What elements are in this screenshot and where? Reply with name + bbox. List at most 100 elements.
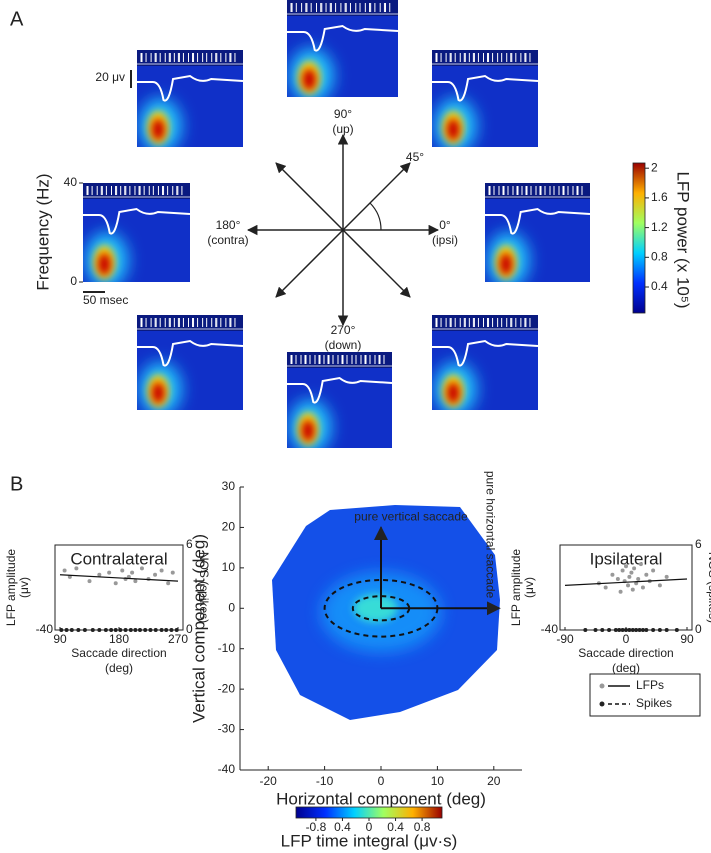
spike-point bbox=[103, 628, 108, 632]
spike-point bbox=[617, 628, 622, 632]
spike-point bbox=[164, 628, 169, 632]
angle-arc bbox=[369, 202, 382, 231]
lfp-point bbox=[159, 568, 164, 573]
spike-point bbox=[613, 628, 618, 632]
spike-point bbox=[109, 628, 114, 632]
freq-tick-label: 0 bbox=[70, 274, 77, 288]
spectrogram bbox=[137, 50, 243, 147]
direction-label: (ipsi) bbox=[432, 233, 458, 247]
spike-point bbox=[627, 628, 632, 632]
spike-point bbox=[159, 628, 164, 632]
colorbar-tick-label: 0.8 bbox=[651, 249, 668, 263]
spike-point bbox=[600, 628, 605, 632]
y-axis-title: LFP amplitude bbox=[509, 549, 523, 626]
direction-angle: 180° bbox=[216, 218, 241, 232]
lfp-point bbox=[664, 574, 669, 579]
spike-point bbox=[607, 628, 612, 632]
lfp-point bbox=[640, 585, 645, 590]
y-tick-label: -20 bbox=[218, 681, 236, 695]
x-axis-title: Saccade direction bbox=[578, 646, 673, 660]
power-blob bbox=[446, 118, 460, 141]
lfp-point bbox=[620, 568, 625, 573]
y-tick-label: 30 bbox=[222, 479, 236, 493]
direction-arrow bbox=[275, 229, 344, 298]
lfp-point bbox=[139, 566, 144, 571]
lfp-point bbox=[627, 574, 632, 579]
x-tick-label: 90 bbox=[53, 632, 67, 646]
lfp-point bbox=[630, 587, 635, 592]
spike-point bbox=[133, 628, 138, 632]
lfp-point bbox=[624, 564, 628, 569]
spike-point bbox=[640, 628, 645, 632]
y-tick-label: -10 bbox=[218, 641, 236, 655]
spectrogram-body bbox=[137, 50, 243, 147]
spike-point bbox=[583, 628, 588, 632]
x-tick-label: 20 bbox=[487, 774, 501, 788]
x-axis-title: Horizontal component (deg) bbox=[276, 789, 486, 808]
spectrogram bbox=[432, 315, 538, 410]
lfp-trace bbox=[137, 339, 243, 367]
spike-point bbox=[630, 628, 635, 632]
spike-point bbox=[664, 628, 669, 632]
fit-line bbox=[564, 578, 688, 586]
power-blob bbox=[499, 253, 513, 276]
panel-label: B bbox=[10, 473, 23, 495]
arrow-label: pure horizontal saccade bbox=[483, 471, 497, 599]
lfp-trace bbox=[287, 24, 398, 52]
colorbar-title: LFP time integral (μv·s) bbox=[281, 831, 458, 850]
direction-arrow bbox=[342, 229, 411, 298]
colorbar-tick-label: 0.4 bbox=[334, 820, 351, 834]
colorbar-tick-label: -0.8 bbox=[306, 820, 327, 834]
direction-label: (down) bbox=[325, 338, 362, 352]
spectrogram-body bbox=[432, 315, 538, 410]
spike-point bbox=[118, 628, 123, 632]
colorbar-tick-label: 0 bbox=[366, 820, 373, 834]
power-blob bbox=[97, 253, 111, 276]
lfp-trace bbox=[137, 74, 243, 102]
lfp-point bbox=[120, 568, 125, 573]
spectrogram bbox=[287, 0, 398, 97]
spike-point bbox=[644, 628, 649, 632]
spectrogram bbox=[83, 183, 190, 282]
lfp-point bbox=[636, 577, 641, 581]
lfp-point bbox=[657, 583, 662, 588]
time-bar-label: 50 msec bbox=[83, 293, 128, 307]
arrow-label: pure vertical saccade bbox=[354, 510, 468, 524]
colorbar-tick-label: 1.6 bbox=[651, 190, 668, 204]
legend-dot bbox=[599, 683, 605, 689]
spike-point bbox=[174, 628, 179, 632]
spike-point bbox=[76, 628, 81, 632]
y-tick-label: 10 bbox=[222, 560, 236, 574]
legend-box bbox=[589, 673, 701, 717]
x-tick-label: 0 bbox=[378, 774, 385, 788]
panel-label: A bbox=[10, 8, 24, 30]
spike-point bbox=[97, 628, 102, 632]
spike-point bbox=[59, 628, 64, 632]
spectrogram-body bbox=[137, 315, 243, 410]
scale-bar-label: 20 μv bbox=[95, 70, 125, 84]
spike-point bbox=[651, 628, 656, 632]
spectrogram bbox=[485, 183, 590, 282]
direction-arrow bbox=[275, 162, 344, 231]
lfp-point bbox=[618, 589, 623, 594]
spike-point bbox=[634, 628, 639, 632]
spectrogram-body bbox=[485, 183, 590, 282]
direction-angle: 45° bbox=[406, 150, 424, 164]
lfp-trace bbox=[485, 207, 590, 235]
spectrogram-body bbox=[432, 50, 538, 147]
lfp-point bbox=[87, 579, 92, 584]
spike-point bbox=[128, 628, 133, 632]
spectrogram-body bbox=[287, 352, 392, 448]
power-blob bbox=[151, 118, 165, 141]
direction-angle: 270° bbox=[331, 323, 356, 337]
x-axis-title: Saccade direction bbox=[71, 646, 166, 660]
legend-label: Spikes bbox=[636, 696, 672, 710]
colorbar bbox=[295, 806, 443, 819]
direction-angle: 0° bbox=[439, 218, 451, 232]
y-axis-title: (μv) bbox=[522, 577, 536, 598]
spectrogram bbox=[287, 352, 392, 448]
power-blob bbox=[446, 382, 460, 404]
lfp-point bbox=[644, 572, 649, 577]
y2-axis-title: NOS (spikes) bbox=[197, 552, 211, 623]
power-blob bbox=[151, 382, 165, 404]
